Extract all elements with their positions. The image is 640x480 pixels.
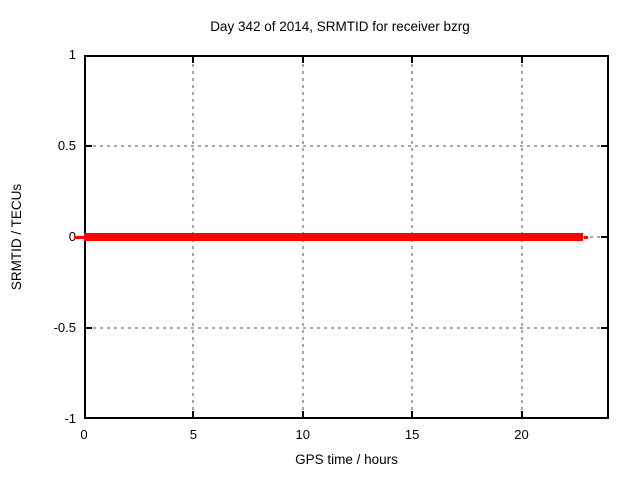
- y-tick-label: 0: [68, 229, 76, 244]
- x-tick-bottom: [192, 411, 195, 417]
- y-tick-left: [86, 327, 92, 329]
- y-tick-label: -0.5: [53, 320, 76, 335]
- x-tick-bottom: [520, 411, 523, 417]
- y-tick-right: [601, 236, 607, 238]
- x-tick-top: [192, 57, 195, 63]
- y-tick-left: [86, 145, 92, 147]
- y-grid-line: [86, 145, 607, 147]
- chart-title: Day 342 of 2014, SRMTID for receiver bzr…: [210, 19, 470, 34]
- series-line-srmtid: [84, 233, 583, 241]
- x-tick-bottom: [411, 411, 414, 417]
- x-tick-bottom: [301, 411, 304, 417]
- x-axis-label: GPS time / hours: [295, 452, 398, 467]
- y-tick-right: [601, 327, 607, 329]
- y-tick-label: -1: [64, 411, 76, 426]
- series-line-srmtid: [584, 235, 589, 239]
- y-tick-label: 1: [68, 47, 76, 62]
- x-tick-label: 20: [514, 427, 529, 442]
- x-tick-label: 15: [404, 427, 420, 442]
- x-tick-label: 0: [80, 427, 88, 442]
- y-tick-right: [601, 145, 607, 147]
- y-tick-label: 0.5: [57, 138, 76, 153]
- x-tick-top: [301, 57, 304, 63]
- x-tick-top: [411, 57, 414, 63]
- y-grid-line: [86, 327, 607, 329]
- x-tick-label: 10: [295, 427, 310, 442]
- x-tick-label: 5: [189, 427, 197, 442]
- x-tick-top: [520, 57, 523, 63]
- series-line-srmtid: [74, 235, 84, 239]
